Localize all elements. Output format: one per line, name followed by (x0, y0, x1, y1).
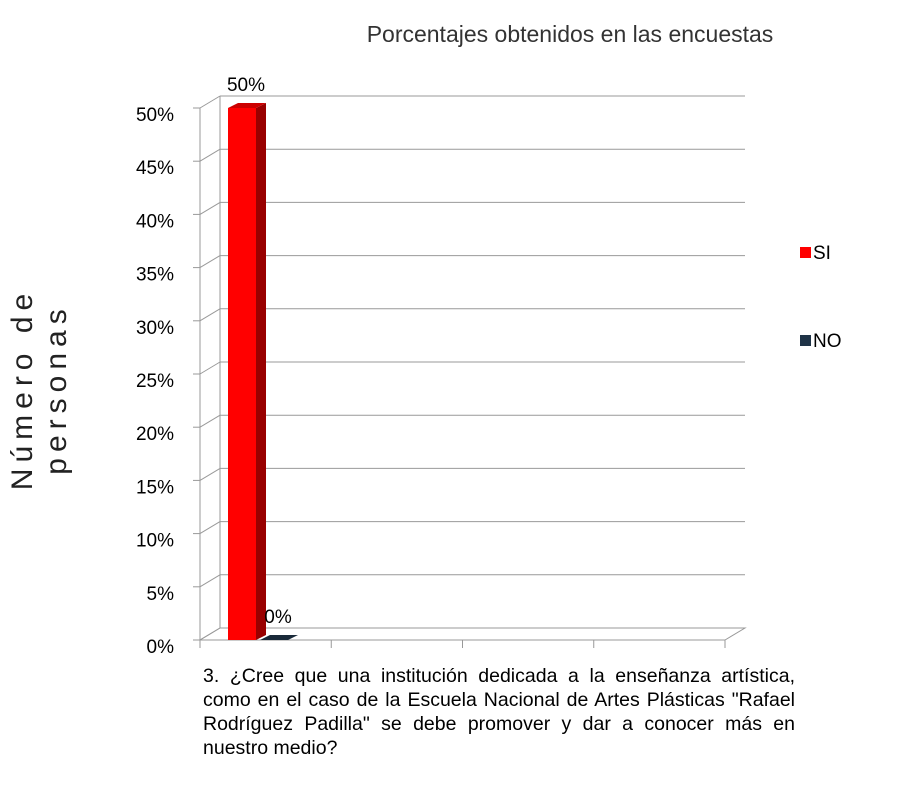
y-tick-label: 45% (136, 158, 174, 179)
y-tick-label: 30% (136, 318, 174, 339)
bar-top (228, 103, 266, 108)
y-tick-label: 10% (136, 531, 174, 552)
bar-top (260, 635, 298, 640)
bar-side (256, 103, 266, 640)
grid-line (199, 255, 221, 269)
data-label: 50% (227, 75, 265, 96)
grid-line (199, 201, 221, 215)
y-axis-label: Número de personas (6, 287, 73, 491)
y-tick-label: 0% (147, 637, 175, 658)
grid-line (199, 467, 221, 481)
data-label: 0% (264, 607, 292, 628)
grid-line (199, 95, 221, 109)
chart-title: Porcentajes obtenidos en las encuestas (367, 21, 774, 47)
y-tick-label: 35% (136, 265, 174, 286)
legend-marker (800, 335, 811, 346)
y-tick-label: 15% (136, 477, 174, 498)
grid-line (199, 308, 221, 322)
grid-line (199, 627, 221, 641)
y-tick-label: 25% (136, 371, 174, 392)
y-tick-label: 40% (136, 211, 174, 232)
legend-marker (800, 247, 811, 258)
y-tick-label: 50% (136, 105, 174, 126)
legend-label: SI (813, 243, 831, 264)
grid-line (199, 361, 221, 375)
y-tick-label: 5% (147, 584, 175, 605)
grid-line (199, 521, 221, 535)
grid-line (199, 574, 221, 588)
y-tick-label: 20% (136, 424, 174, 445)
legend-label: NO (813, 331, 842, 352)
grid-line (199, 414, 221, 428)
x-tick-label: 3. ¿Cree que una institución dedicada a … (203, 665, 795, 759)
bar (228, 108, 256, 640)
grid-line (199, 148, 221, 162)
